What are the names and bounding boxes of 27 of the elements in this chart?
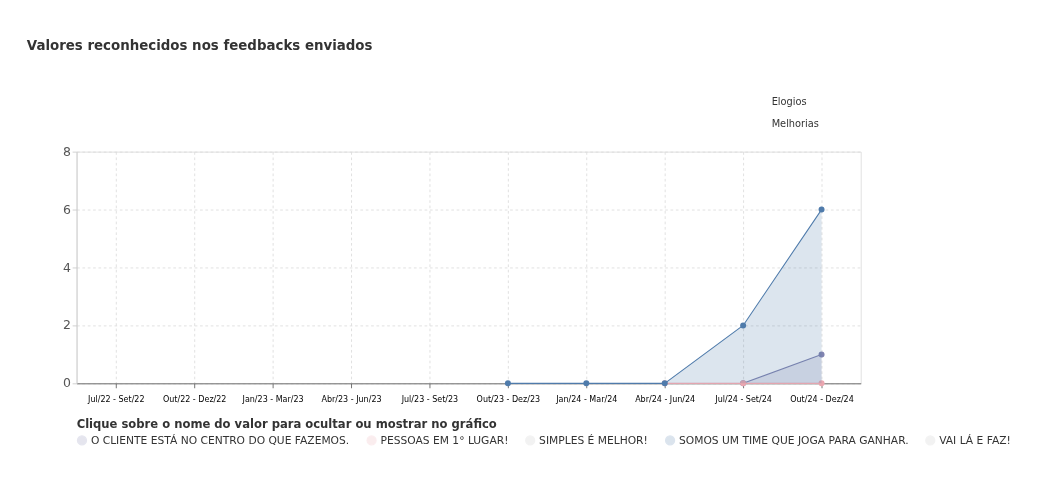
y-tick-label: 0 — [62, 375, 71, 391]
x-tick-label: Out/23 - Dez/23 — [476, 394, 541, 404]
point — [818, 351, 825, 358]
x-tick-label: Jul/24 - Set/24 — [714, 394, 772, 404]
legend-label: VAI LÁ E FAZ! — [939, 433, 1011, 447]
legend-title: Clique sobre o nome do valor para ocultar ou mostrar no gráfico — [76, 416, 497, 431]
x-tick-label: Jan/24 - Mar/24 — [555, 394, 618, 404]
x-tick-label: Out/24 - Dez/24 — [790, 394, 854, 404]
y-tick-label: 6 — [62, 201, 71, 217]
legend-label: PESSOAS EM 1° LUGAR! — [380, 433, 509, 447]
chart-title: Valores reconhecidos nos feedbacks enviados — [26, 38, 373, 54]
legend-label: O CLIENTE ESTÁ NO CENTRO DO QUE FAZEMOS. — [90, 433, 350, 447]
y-tick-label: 8 — [62, 143, 71, 159]
point — [740, 322, 747, 329]
legend-label: SOMOS UM TIME QUE JOGA PARA GANHAR. — [678, 433, 909, 447]
x-tick-label: Abr/23 - Jun/23 — [321, 394, 382, 404]
legend-label: SIMPLES É MELHOR! — [539, 433, 648, 447]
text: Elogios — [771, 96, 807, 108]
text: Melhorias — [771, 117, 819, 129]
x-tick-label: Abr/24 - Jun/24 — [635, 394, 696, 404]
x-tick-label: Jan/23 - Mar/23 — [241, 394, 304, 404]
x-tick-label: Jul/22 - Set/22 — [87, 394, 145, 404]
x-tick-label: Jul/23 - Set/23 — [400, 394, 459, 404]
y-tick-label: 2 — [62, 317, 71, 333]
y-tick-label: 4 — [62, 259, 71, 275]
x-tick-label: Out/22 - Dez/22 — [162, 394, 227, 404]
point — [818, 206, 825, 213]
